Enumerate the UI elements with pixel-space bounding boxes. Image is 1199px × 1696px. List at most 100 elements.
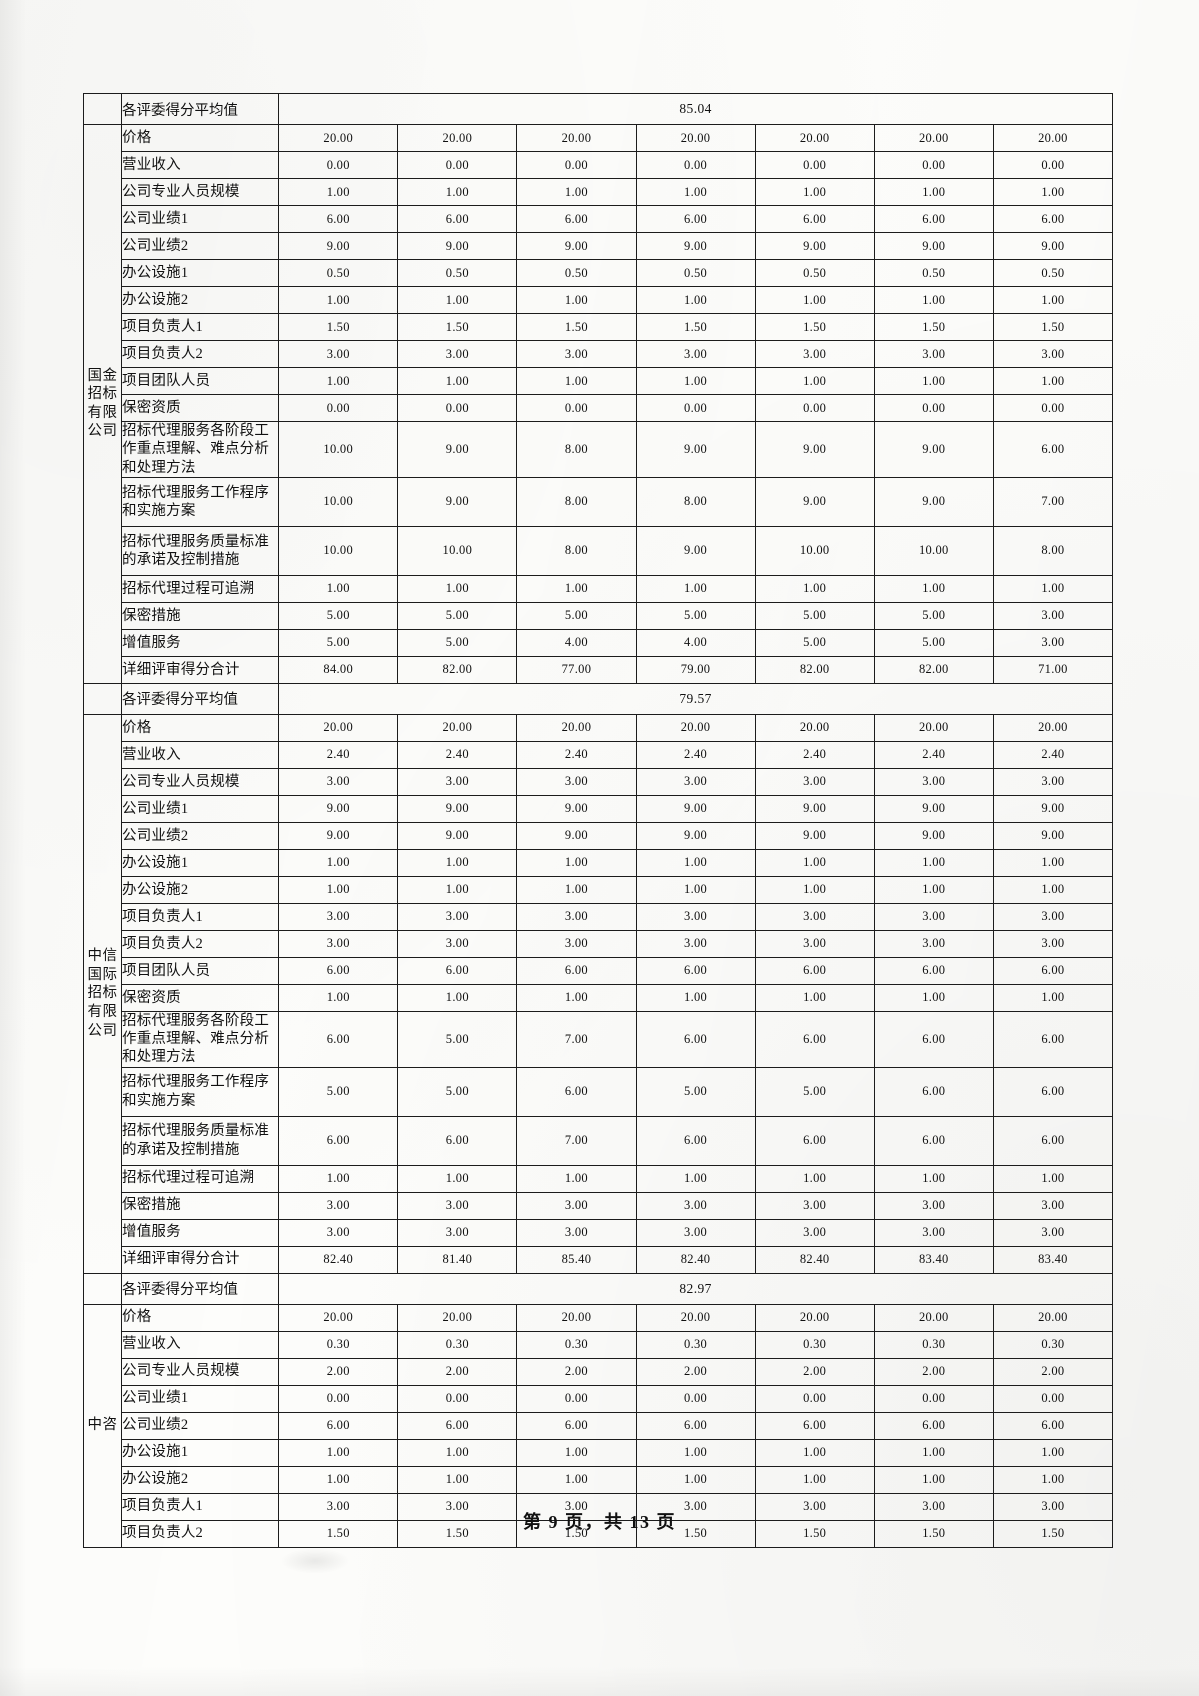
score-cell: 9.00 <box>873 421 994 478</box>
table-row: 办公设施1 0.50 0.50 0.50 0.50 0.50 0.50 0.50 <box>84 259 1114 287</box>
table-row: 保密措施 3.00 3.00 3.00 3.00 3.00 3.00 3.00 <box>84 1191 1114 1220</box>
score-cell: 10.00 <box>873 525 994 576</box>
score-cell: 20.00 <box>873 1303 994 1332</box>
score-cell: 2.00 <box>516 1357 637 1386</box>
criterion-label-cell: 招标代理过程可追溯 <box>121 1164 280 1193</box>
score-cell: 9.00 <box>516 232 637 260</box>
score-cell: 1.50 <box>397 1519 518 1548</box>
score-cell: 3.00 <box>397 1218 518 1247</box>
score-cell: 10.00 <box>754 525 875 576</box>
score-cell: 9.00 <box>397 232 518 260</box>
criterion-label-cell: 招标代理服务工作程序和实施方案 <box>121 1066 280 1117</box>
average-row-label: 各评委得分平均值 <box>121 1272 280 1305</box>
score-cell: 1.50 <box>516 1519 637 1548</box>
score-cell: 3.00 <box>516 767 637 796</box>
criterion-label-cell: 公司业绩1 <box>121 794 280 823</box>
criterion-label-cell: 详细评审得分合计 <box>121 655 280 684</box>
score-cell: 20.00 <box>873 124 994 152</box>
table-row: 保密资质 1.00 1.00 1.00 1.00 1.00 1.00 1.00 <box>84 983 1114 1012</box>
score-cell: 10.00 <box>278 421 399 478</box>
score-cell: 1.00 <box>992 875 1114 904</box>
average-row-value: 79.57 <box>278 682 1113 715</box>
score-cell: 2.00 <box>873 1357 994 1386</box>
page-footer: 第 9 页，共 13 页 <box>523 1512 676 1532</box>
score-cell: 3.00 <box>516 340 637 368</box>
score-cell: 8.00 <box>516 476 637 527</box>
criterion-label-cell: 保密资质 <box>121 394 280 422</box>
table-row: 项目负责人2 1.50 1.50 1.50 1.50 1.50 1.50 1.50 <box>84 1519 1114 1548</box>
score-cell: 6.00 <box>873 205 994 233</box>
score-cell: 3.00 <box>397 1191 518 1220</box>
criterion-label-cell: 招标代理服务质量标准的承诺及控制措施 <box>121 1115 280 1166</box>
table-row: 办公设施2 1.00 1.00 1.00 1.00 1.00 1.00 1.00 <box>84 1465 1114 1494</box>
page-edge-shadow-left <box>0 0 26 1696</box>
score-cell: 1.00 <box>278 1438 399 1467</box>
criterion-label-cell: 项目团队人员 <box>121 956 280 985</box>
score-cell: 6.00 <box>516 956 637 985</box>
score-cell: 3.00 <box>873 340 994 368</box>
criterion-label-cell: 价格 <box>121 1303 280 1332</box>
score-cell: 3.00 <box>992 1191 1114 1220</box>
score-cell: 3.00 <box>992 767 1114 796</box>
score-cell: 9.00 <box>397 421 518 478</box>
score-cell: 82.00 <box>754 655 875 684</box>
criterion-label-cell: 招标代理过程可追溯 <box>121 574 280 603</box>
score-cell: 0.00 <box>278 151 399 179</box>
table-row: 保密措施 5.00 5.00 5.00 5.00 5.00 5.00 3.00 <box>84 601 1114 630</box>
score-cell: 1.50 <box>397 313 518 341</box>
score-cell: 6.00 <box>278 1411 399 1440</box>
score-cell: 6.00 <box>754 956 875 985</box>
score-cell: 9.00 <box>873 821 994 850</box>
criterion-label-cell: 项目负责人2 <box>121 929 280 958</box>
score-cell: 82.00 <box>397 655 518 684</box>
score-cell: 2.00 <box>992 1357 1114 1386</box>
score-cell: 9.00 <box>992 232 1114 260</box>
score-cell: 6.00 <box>278 956 399 985</box>
score-cell: 8.00 <box>992 525 1114 576</box>
score-cell: 3.00 <box>873 902 994 931</box>
score-cell: 6.00 <box>873 1066 994 1117</box>
table-row: 公司业绩2 6.00 6.00 6.00 6.00 6.00 6.00 6.00 <box>84 1411 1114 1440</box>
criterion-label-cell: 公司业绩2 <box>121 821 280 850</box>
score-cell: 6.00 <box>754 205 875 233</box>
criterion-label-cell: 保密措施 <box>121 601 280 630</box>
score-cell: 0.00 <box>635 151 756 179</box>
firm-name-cell-empty <box>82 1272 123 1305</box>
table-row: 公司业绩2 9.00 9.00 9.00 9.00 9.00 9.00 9.00 <box>84 821 1114 850</box>
score-cell: 3.00 <box>278 929 399 958</box>
score-cell: 2.00 <box>635 1357 756 1386</box>
score-cell: 82.00 <box>873 655 994 684</box>
score-cell: 1.00 <box>635 178 756 206</box>
score-cell: 20.00 <box>278 1303 399 1332</box>
score-cell: 1.00 <box>992 178 1114 206</box>
score-cell: 20.00 <box>397 1303 518 1332</box>
score-cell: 81.40 <box>397 1245 518 1274</box>
score-cell: 8.00 <box>516 421 637 478</box>
criterion-label-cell: 办公设施2 <box>121 286 280 314</box>
score-cell: 3.00 <box>754 1218 875 1247</box>
score-cell: 3.00 <box>635 1218 756 1247</box>
score-cell: 1.00 <box>397 1164 518 1193</box>
criterion-label-cell: 公司业绩1 <box>121 205 280 233</box>
table-row: 招标代理服务质量标准的承诺及控制措施 10.00 10.00 8.00 9.00 10.0… <box>84 525 1114 576</box>
table-row: 项目负责人1 3.00 3.00 3.00 3.00 3.00 3.00 3.00 <box>84 1492 1114 1521</box>
table-row: 项目负责人1 1.50 1.50 1.50 1.50 1.50 1.50 1.50 <box>84 313 1114 341</box>
score-cell: 6.00 <box>992 1411 1114 1440</box>
score-cell: 1.00 <box>516 178 637 206</box>
score-cell: 2.40 <box>754 740 875 769</box>
score-cell: 20.00 <box>516 713 637 742</box>
score-cell: 1.00 <box>516 848 637 877</box>
score-cell: 3.00 <box>992 601 1114 630</box>
criterion-label-cell: 招标代理服务质量标准的承诺及控制措施 <box>121 525 280 576</box>
score-cell: 9.00 <box>635 525 756 576</box>
score-cell: 1.00 <box>516 367 637 395</box>
score-cell: 20.00 <box>516 1303 637 1332</box>
score-cell: 6.00 <box>516 205 637 233</box>
score-cell: 5.00 <box>397 628 518 657</box>
score-cell: 3.00 <box>635 929 756 958</box>
score-cell: 3.00 <box>635 1492 756 1521</box>
score-cell: 0.00 <box>873 394 994 422</box>
criterion-label-cell: 公司专业人员规模 <box>121 178 280 206</box>
score-cell: 0.50 <box>516 259 637 287</box>
score-cell: 1.00 <box>635 875 756 904</box>
